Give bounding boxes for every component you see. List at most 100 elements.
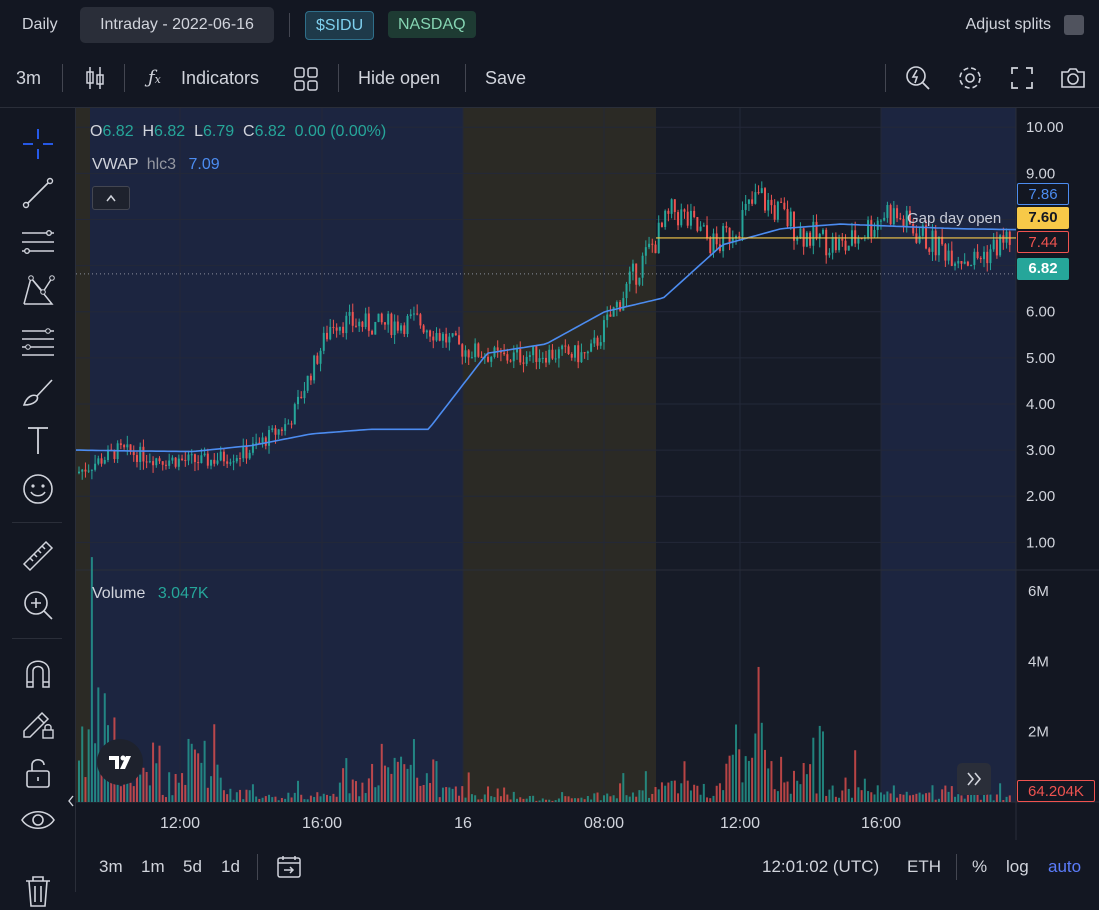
candle-body [1002,235,1005,243]
collapse-legend-button[interactable] [92,186,130,210]
candle-body [261,437,264,443]
intraday-button[interactable]: Intraday - 2022-06-16 [80,7,274,43]
fx-icon[interactable]: ƒx [148,67,161,88]
vwap-line [76,223,1016,453]
volume-bar [561,792,564,802]
text-icon[interactable] [19,421,57,459]
volume-bar [664,785,667,802]
candle-body [834,236,837,251]
volume-bar [181,773,184,802]
time-tick-label: 12:00 [160,815,200,832]
volume-bar [586,796,589,802]
ruler-icon[interactable] [19,537,57,575]
adjust-splits-checkbox[interactable] [1064,15,1084,35]
volume-bar [239,789,242,802]
crosshair-icon[interactable] [19,125,57,163]
alert-icon[interactable] [905,65,931,91]
candle-body [693,210,696,218]
candle-body [937,236,940,256]
candle-body [699,226,702,231]
volume-bar [628,796,631,802]
unlock-icon[interactable] [19,754,57,792]
horizontal-lines-icon[interactable] [19,223,57,261]
candle-body [161,461,164,465]
collapse-arrow-icon[interactable] [66,794,76,808]
candle-body [622,298,625,311]
pattern-icon[interactable] [19,272,57,310]
candle-body [425,330,428,333]
clock-time[interactable]: 12:01:02 (UTC) [762,857,880,876]
daily-button[interactable]: Daily [22,16,58,33]
percent-toggle[interactable]: % [972,857,988,876]
candle-body [512,352,515,362]
brush-icon[interactable] [19,372,57,410]
volume-bar [828,789,831,802]
log-toggle[interactable]: log [1006,857,1029,876]
chart-area[interactable]: 10.009.008.007.006.005.004.003.002.001.0… [76,108,1099,840]
fib-icon[interactable] [19,322,57,360]
gear-icon[interactable] [957,65,983,91]
volume-bar [345,758,348,802]
fullscreen-icon[interactable] [1010,66,1034,90]
tv-logo-icon [109,755,131,769]
volume-legend[interactable]: Volume 3.047K [92,585,209,602]
candle-body [390,313,393,336]
auto-toggle[interactable]: auto [1048,857,1082,876]
lock-pencil-icon[interactable] [19,704,57,742]
volume-bar [174,774,177,802]
zoom-in-icon[interactable] [19,586,57,624]
candle-body [738,236,741,238]
volume-bar [1002,800,1005,802]
timeframe-button[interactable]: 3m [16,68,42,88]
indicators-button[interactable]: Indicators [181,68,260,88]
volume-bar [648,797,651,802]
volume-tick-label: 4M [1028,653,1049,670]
candle-body [403,325,406,334]
range-3m[interactable]: 3m [99,857,123,876]
scroll-to-realtime-button[interactable] [957,763,991,795]
volume-bar [606,793,609,802]
candle-body [648,243,651,248]
volume-bar [432,759,435,802]
volume-bar [757,666,760,802]
emoji-icon[interactable] [19,470,57,508]
session-toggle[interactable]: ETH [907,857,941,876]
candle-body [557,349,560,359]
volume-bar [847,788,850,802]
layout-grid-icon[interactable] [294,67,318,91]
trend-line-icon[interactable] [19,173,57,211]
candles-icon[interactable] [84,64,106,92]
volume-bar [886,791,889,802]
volume-bar [541,798,544,802]
price-tick-label: 4.00 [1026,396,1055,413]
vwap-legend[interactable]: VWAP hlc3 7.09 [92,156,220,173]
calendar-goto-icon[interactable] [275,854,303,880]
candle-body [429,330,432,337]
magnet-icon[interactable] [19,654,57,692]
camera-icon[interactable] [1059,66,1087,90]
range-5d[interactable]: 5d [183,857,202,876]
candle-body [731,237,734,242]
gap-day-open-label[interactable]: Gap day open [907,210,1002,227]
candle-body [335,327,338,331]
tradingview-logo[interactable] [97,739,143,785]
range-1d[interactable]: 1d [221,857,240,876]
volume-bar [802,762,805,802]
candle-body [367,313,370,331]
volume-bar [383,765,386,802]
hide-open-button[interactable]: Hide open [358,68,441,88]
volume-bar [284,798,287,802]
ticker-badge[interactable]: $SIDU [305,11,375,40]
volume-bar [644,771,647,802]
volume-bar [490,796,493,802]
candle-body [345,315,348,334]
volume-bar [235,792,238,802]
save-button[interactable]: Save [485,68,527,88]
red-price-badge: 7.44 [1017,231,1069,253]
eye-icon[interactable] [19,801,57,839]
candle-body [934,230,937,256]
candle-body [609,314,612,317]
candle-body [139,446,142,462]
candle-body [667,210,670,214]
range-1m[interactable]: 1m [141,857,165,876]
